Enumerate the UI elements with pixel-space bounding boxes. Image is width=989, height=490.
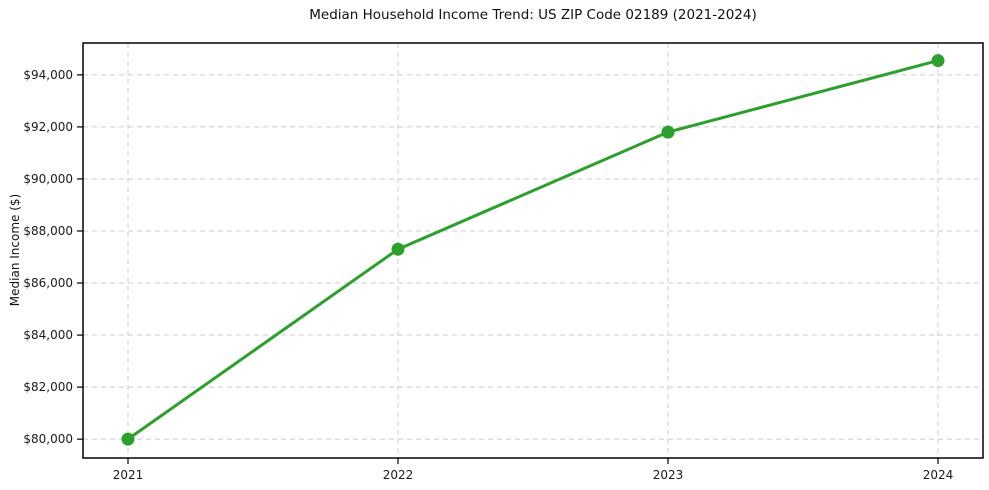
x-tick-label: 2022 (383, 468, 414, 482)
plot-border (82, 42, 984, 459)
income-trend-line (126, 59, 940, 441)
data-point-2021 (121, 432, 135, 446)
y-tick-label: $80,000 (23, 432, 73, 446)
data-point-2022 (391, 242, 405, 256)
x-tick-label: 2023 (653, 468, 684, 482)
y-tick-label: $84,000 (23, 328, 73, 342)
x-tick-label: 2021 (113, 468, 144, 482)
chart-title: Median Household Income Trend: US ZIP Co… (309, 7, 757, 23)
y-tick-label: $90,000 (23, 172, 73, 186)
y-tick-label: $94,000 (23, 68, 73, 82)
y-tick-label: $88,000 (23, 224, 73, 238)
data-point-2023 (661, 125, 675, 139)
y-tick-label: $92,000 (23, 120, 73, 134)
data-point-2024 (931, 54, 945, 68)
y-tick-label: $82,000 (23, 380, 73, 394)
y-tick-label: $86,000 (23, 276, 73, 290)
x-tick-label: 2024 (923, 468, 954, 482)
y-axis-label: Median Income ($) (8, 193, 22, 307)
